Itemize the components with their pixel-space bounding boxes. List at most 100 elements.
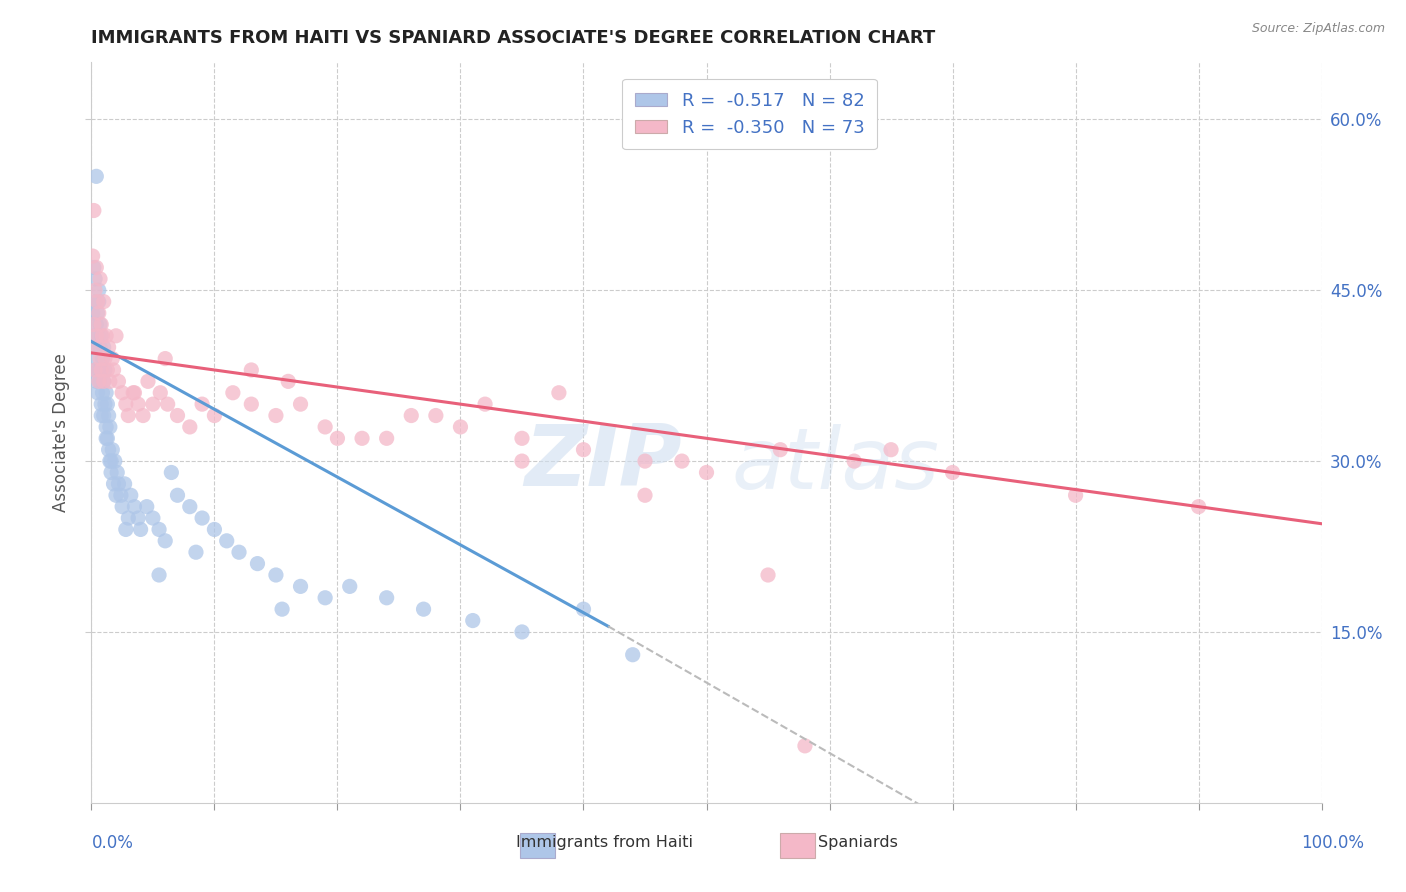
- Point: [572, 442, 595, 457]
- Point: [94, 363, 117, 377]
- Point: [89, 272, 111, 286]
- Point: [84, 283, 107, 297]
- Point: [87, 283, 110, 297]
- Point: [153, 351, 177, 366]
- Point: [86, 260, 108, 275]
- Point: [93, 375, 115, 389]
- Point: [184, 545, 207, 559]
- Point: [86, 375, 108, 389]
- Point: [96, 328, 117, 343]
- Point: [86, 385, 108, 400]
- Point: [634, 488, 657, 502]
- Point: [86, 306, 108, 320]
- Point: [352, 431, 374, 445]
- Point: [114, 397, 138, 411]
- Point: [86, 294, 108, 309]
- Point: [103, 363, 125, 377]
- Point: [94, 397, 117, 411]
- Point: [166, 409, 188, 423]
- Point: [84, 363, 107, 377]
- Point: [87, 328, 110, 343]
- Point: [769, 442, 792, 457]
- Point: [86, 169, 108, 184]
- Point: [793, 739, 815, 753]
- Point: [215, 533, 238, 548]
- Text: Source: ZipAtlas.com: Source: ZipAtlas.com: [1251, 22, 1385, 36]
- Point: [86, 328, 108, 343]
- Point: [97, 340, 120, 354]
- Text: atlas: atlas: [731, 425, 939, 508]
- Point: [100, 454, 122, 468]
- Point: [86, 340, 108, 354]
- Point: [671, 454, 693, 468]
- Point: [136, 375, 159, 389]
- Point: [89, 340, 111, 354]
- Point: [107, 375, 129, 389]
- Point: [82, 306, 104, 320]
- Point: [461, 614, 484, 628]
- Point: [105, 488, 127, 502]
- Point: [87, 375, 110, 389]
- Point: [127, 397, 149, 411]
- Point: [314, 591, 336, 605]
- Point: [425, 409, 447, 423]
- Point: [93, 340, 115, 354]
- Point: [83, 318, 105, 332]
- Point: [89, 318, 111, 332]
- Point: [100, 466, 122, 480]
- Point: [97, 409, 120, 423]
- Point: [91, 385, 114, 400]
- Point: [114, 476, 136, 491]
- Point: [129, 523, 152, 537]
- Point: [84, 272, 107, 286]
- Point: [101, 442, 124, 457]
- Point: [202, 523, 225, 537]
- Legend: R =  -0.517   N = 82, R =  -0.350   N = 73: R = -0.517 N = 82, R = -0.350 N = 73: [621, 78, 877, 149]
- Point: [83, 328, 105, 343]
- Point: [191, 511, 214, 525]
- Point: [97, 442, 120, 457]
- Point: [103, 476, 125, 491]
- Point: [149, 385, 172, 400]
- Point: [695, 466, 717, 480]
- Point: [86, 340, 108, 354]
- Point: [240, 363, 263, 377]
- Point: [94, 351, 117, 366]
- Point: [153, 533, 177, 548]
- Point: [107, 476, 129, 491]
- Point: [264, 409, 287, 423]
- Point: [93, 409, 115, 423]
- Point: [246, 557, 269, 571]
- Point: [93, 294, 115, 309]
- Point: [449, 420, 471, 434]
- Point: [222, 385, 245, 400]
- Y-axis label: Associate's Degree: Associate's Degree: [52, 353, 70, 512]
- Point: [191, 397, 214, 411]
- Point: [96, 431, 117, 445]
- Point: [240, 397, 263, 411]
- Point: [98, 375, 121, 389]
- Point: [264, 568, 287, 582]
- Point: [135, 500, 157, 514]
- Point: [842, 454, 865, 468]
- Point: [1187, 500, 1209, 514]
- Point: [89, 375, 111, 389]
- Point: [90, 328, 112, 343]
- Point: [96, 385, 117, 400]
- Point: [84, 294, 107, 309]
- Point: [160, 466, 183, 480]
- Point: [271, 602, 294, 616]
- Point: [98, 420, 121, 434]
- Point: [124, 385, 146, 400]
- Point: [117, 511, 139, 525]
- Text: 0.0%: 0.0%: [91, 834, 134, 852]
- Point: [202, 409, 225, 423]
- Point: [339, 579, 361, 593]
- Point: [124, 500, 146, 514]
- Point: [290, 579, 312, 593]
- Point: [412, 602, 434, 616]
- Point: [84, 363, 107, 377]
- Point: [111, 385, 134, 400]
- Text: IMMIGRANTS FROM HAITI VS SPANIARD ASSOCIATE'S DEGREE CORRELATION CHART: IMMIGRANTS FROM HAITI VS SPANIARD ASSOCI…: [91, 29, 935, 47]
- Point: [510, 454, 533, 468]
